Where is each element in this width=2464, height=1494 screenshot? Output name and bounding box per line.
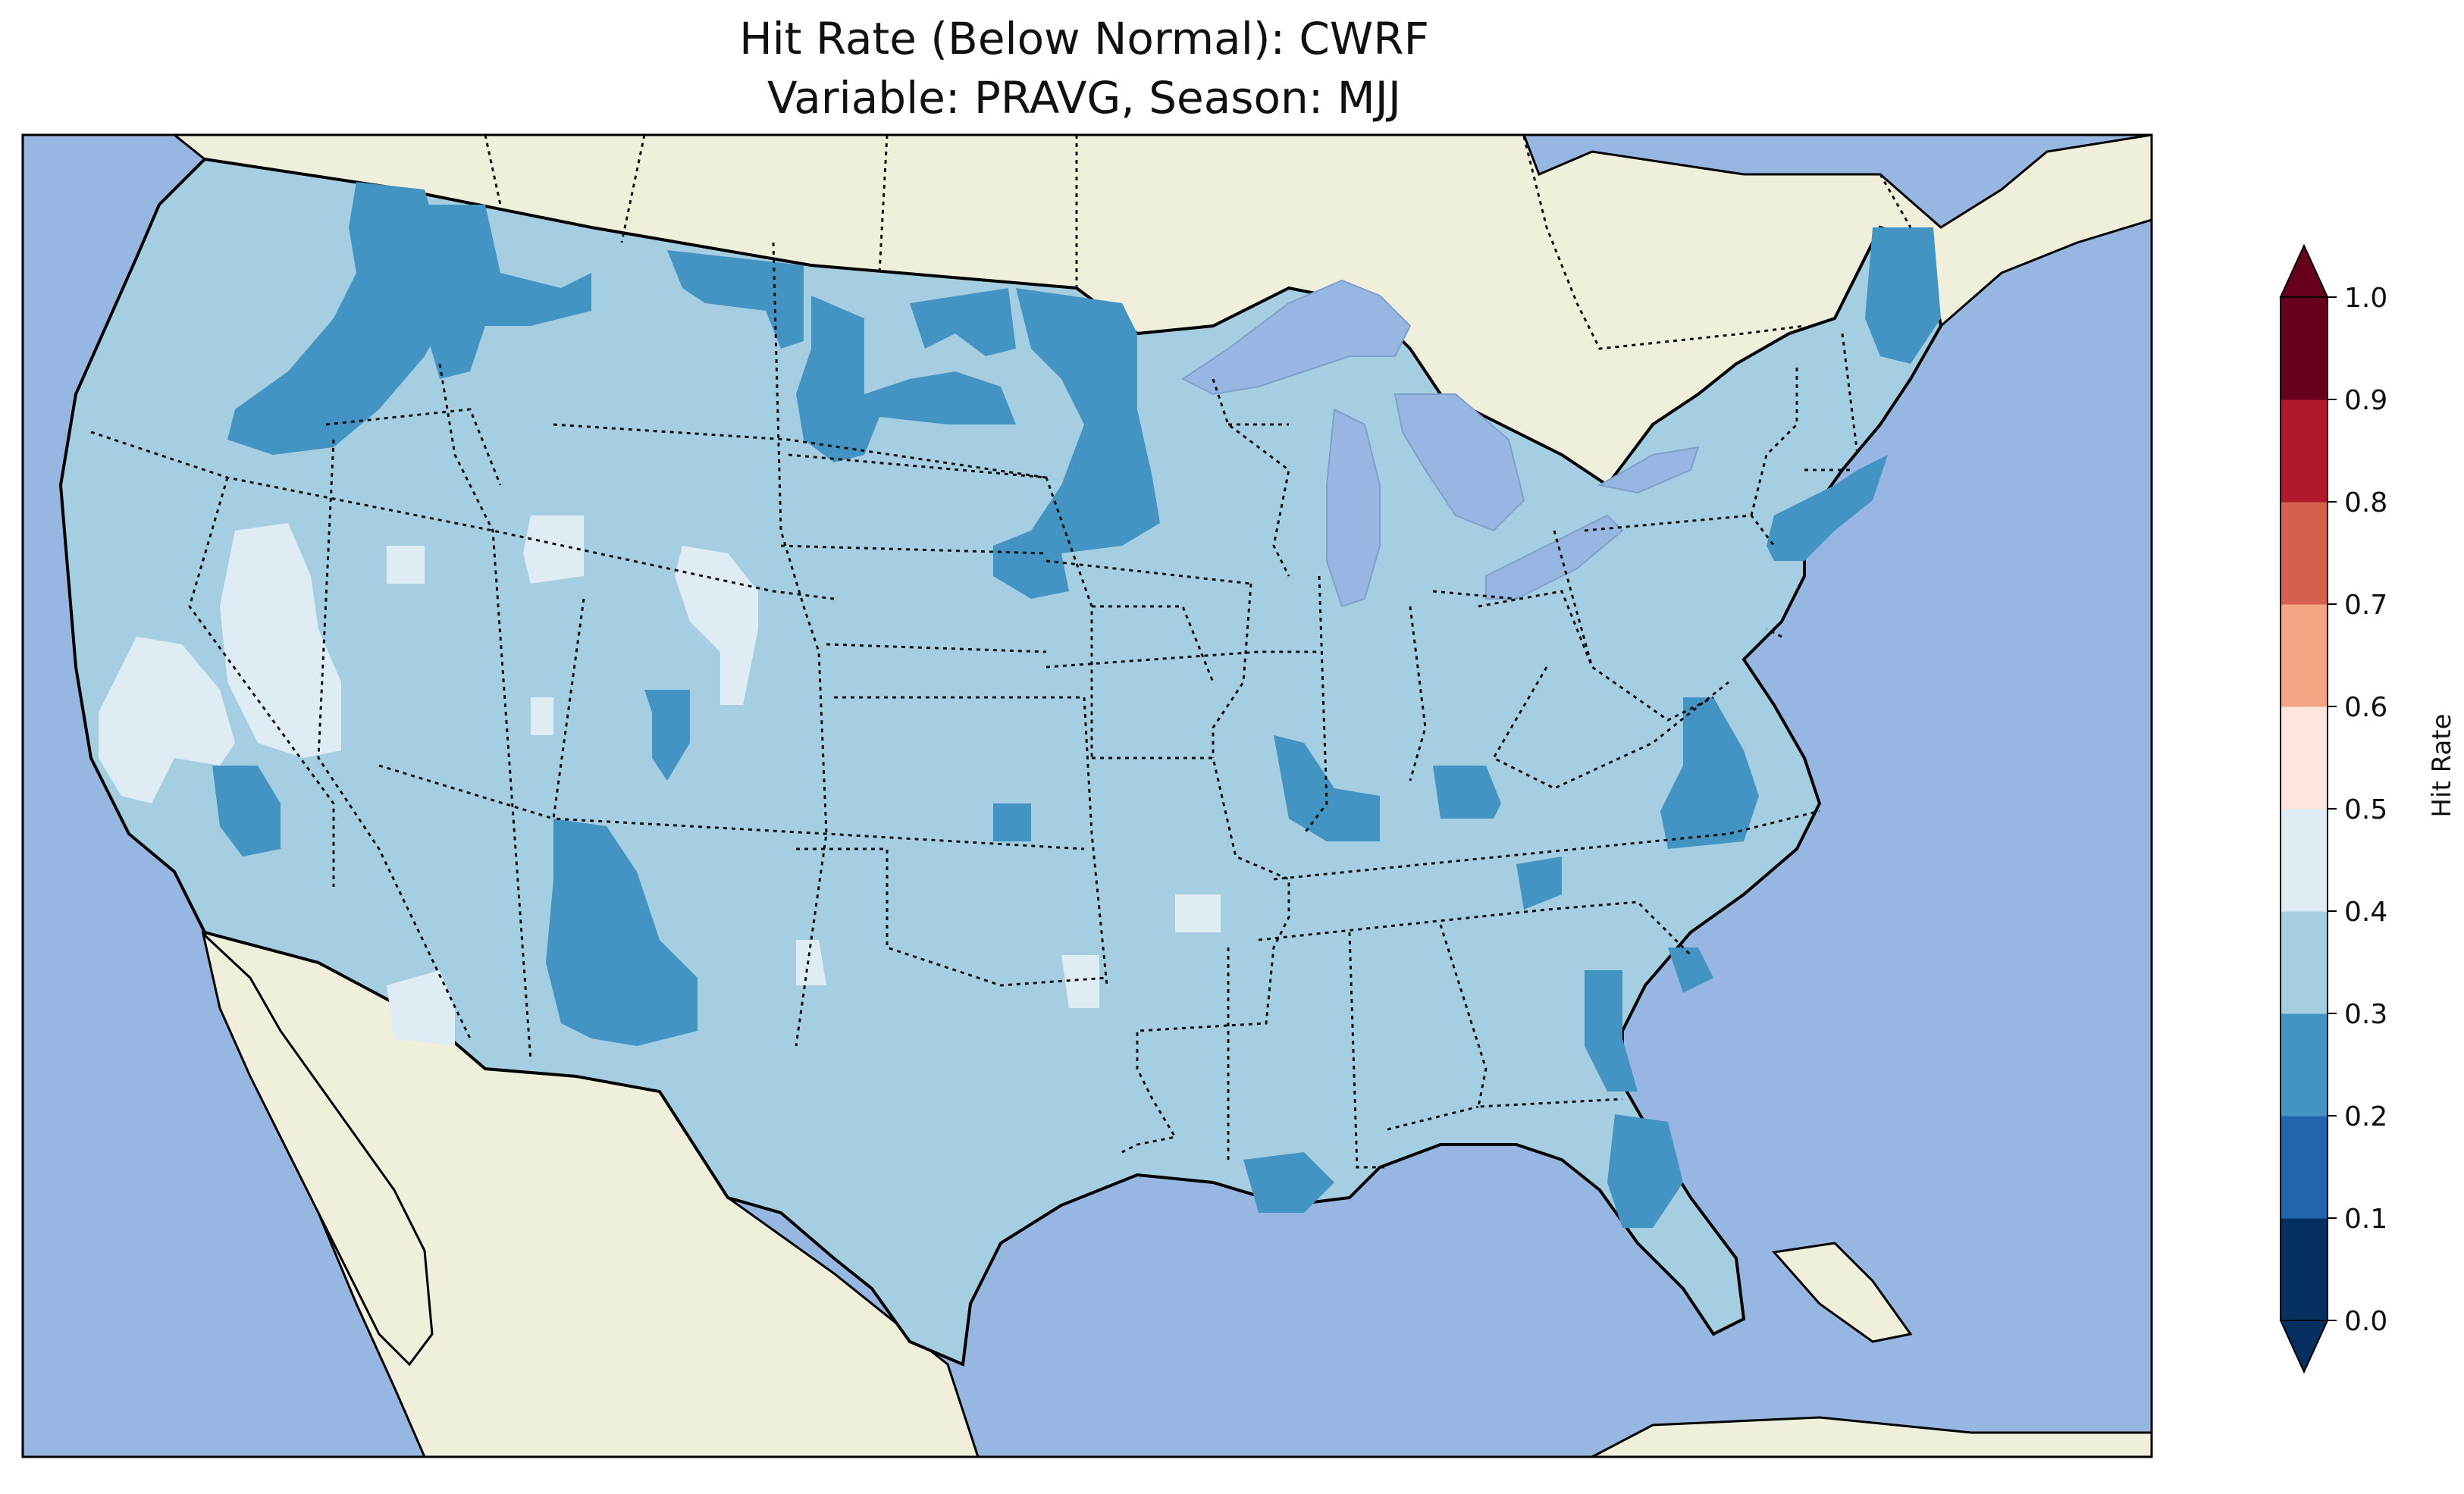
map-title-line2: Variable: PRAVG, Season: MJJ	[767, 72, 1401, 124]
colorbar-bin	[2281, 911, 2328, 1014]
lake-huron	[1393, 393, 1525, 532]
colorbar-tick-label: 0.3	[2344, 999, 2387, 1030]
colorbar-bin	[2281, 1218, 2328, 1321]
colorbar-label: Hit Rate	[2427, 713, 2457, 817]
colorbar-tick-label: 0.1	[2344, 1204, 2387, 1235]
colorbar-bin	[2281, 399, 2328, 503]
colorbar-tick-label: 0.5	[2344, 794, 2387, 825]
state-borders	[90, 242, 1859, 1169]
map-area	[23, 135, 2152, 1457]
colorbar: 0.0 0.1 0.2 0.3 0.4 0.5 0.6 0.7 0.8 0.9 1.0	[2279, 243, 2387, 1374]
hit-rate-0.4-0.5-regions	[99, 515, 1221, 1046]
colorbar-extend-max	[2279, 243, 2329, 298]
colorbar-bin	[2281, 1013, 2328, 1117]
colorbar-extend-min	[2279, 1320, 2329, 1374]
baja-peninsula	[201, 930, 434, 1367]
colorbar-tick-label: 0.8	[2344, 487, 2387, 518]
colorbar-bin	[2281, 1116, 2328, 1219]
colorbar-tick-label: 0.0	[2344, 1306, 2387, 1337]
hit-rate-0.2-0.3-regions	[212, 182, 1941, 1228]
great-lakes	[1181, 279, 1700, 608]
south-america-land	[1591, 1416, 2152, 1457]
colorbar-bin	[2281, 604, 2328, 707]
colorbar-bin	[2281, 809, 2328, 912]
colorbar-bin	[2281, 502, 2328, 605]
colorbar-tick-label: 0.9	[2344, 385, 2387, 416]
country-borders	[484, 135, 1912, 350]
colorbar-tick-label: 0.4	[2344, 897, 2387, 928]
colorbar-tick-label: 1.0	[2344, 283, 2387, 314]
lake-ontario	[1597, 446, 1700, 494]
map-title-line1: Hit Rate (Below Normal): CWRF	[739, 13, 1429, 64]
colorbar-bin	[2281, 297, 2328, 400]
colorbar-tick-label: 0.7	[2344, 590, 2387, 621]
cuba-island	[1772, 1242, 1913, 1343]
lake-michigan	[1326, 408, 1381, 608]
colorbar-tick-label: 0.2	[2344, 1101, 2387, 1132]
map-frame	[21, 133, 2153, 1458]
lake-superior	[1181, 279, 1412, 396]
colorbar-bin	[2281, 706, 2328, 810]
colorbar-tick-label: 0.6	[2344, 692, 2387, 723]
